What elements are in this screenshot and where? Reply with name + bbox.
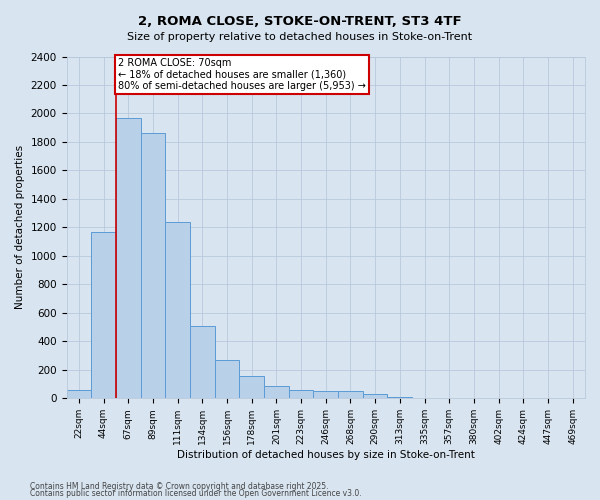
Y-axis label: Number of detached properties: Number of detached properties: [15, 146, 25, 310]
Bar: [91, 232, 116, 398]
Bar: [67, 390, 91, 398]
Bar: [165, 222, 190, 398]
Bar: [388, 397, 412, 398]
Bar: [239, 376, 264, 398]
Bar: [338, 391, 363, 398]
Text: Contains HM Land Registry data © Crown copyright and database right 2025.: Contains HM Land Registry data © Crown c…: [30, 482, 329, 491]
Bar: [289, 390, 313, 398]
Text: 2 ROMA CLOSE: 70sqm
← 18% of detached houses are smaller (1,360)
80% of semi-det: 2 ROMA CLOSE: 70sqm ← 18% of detached ho…: [118, 58, 366, 91]
X-axis label: Distribution of detached houses by size in Stoke-on-Trent: Distribution of detached houses by size …: [177, 450, 475, 460]
Bar: [363, 394, 388, 398]
Bar: [116, 118, 140, 398]
Bar: [190, 326, 215, 398]
Bar: [215, 360, 239, 399]
Bar: [264, 386, 289, 398]
Text: Size of property relative to detached houses in Stoke-on-Trent: Size of property relative to detached ho…: [127, 32, 473, 42]
Text: Contains public sector information licensed under the Open Government Licence v3: Contains public sector information licen…: [30, 489, 362, 498]
Bar: [313, 390, 338, 398]
Bar: [140, 134, 165, 398]
Text: 2, ROMA CLOSE, STOKE-ON-TRENT, ST3 4TF: 2, ROMA CLOSE, STOKE-ON-TRENT, ST3 4TF: [138, 15, 462, 28]
